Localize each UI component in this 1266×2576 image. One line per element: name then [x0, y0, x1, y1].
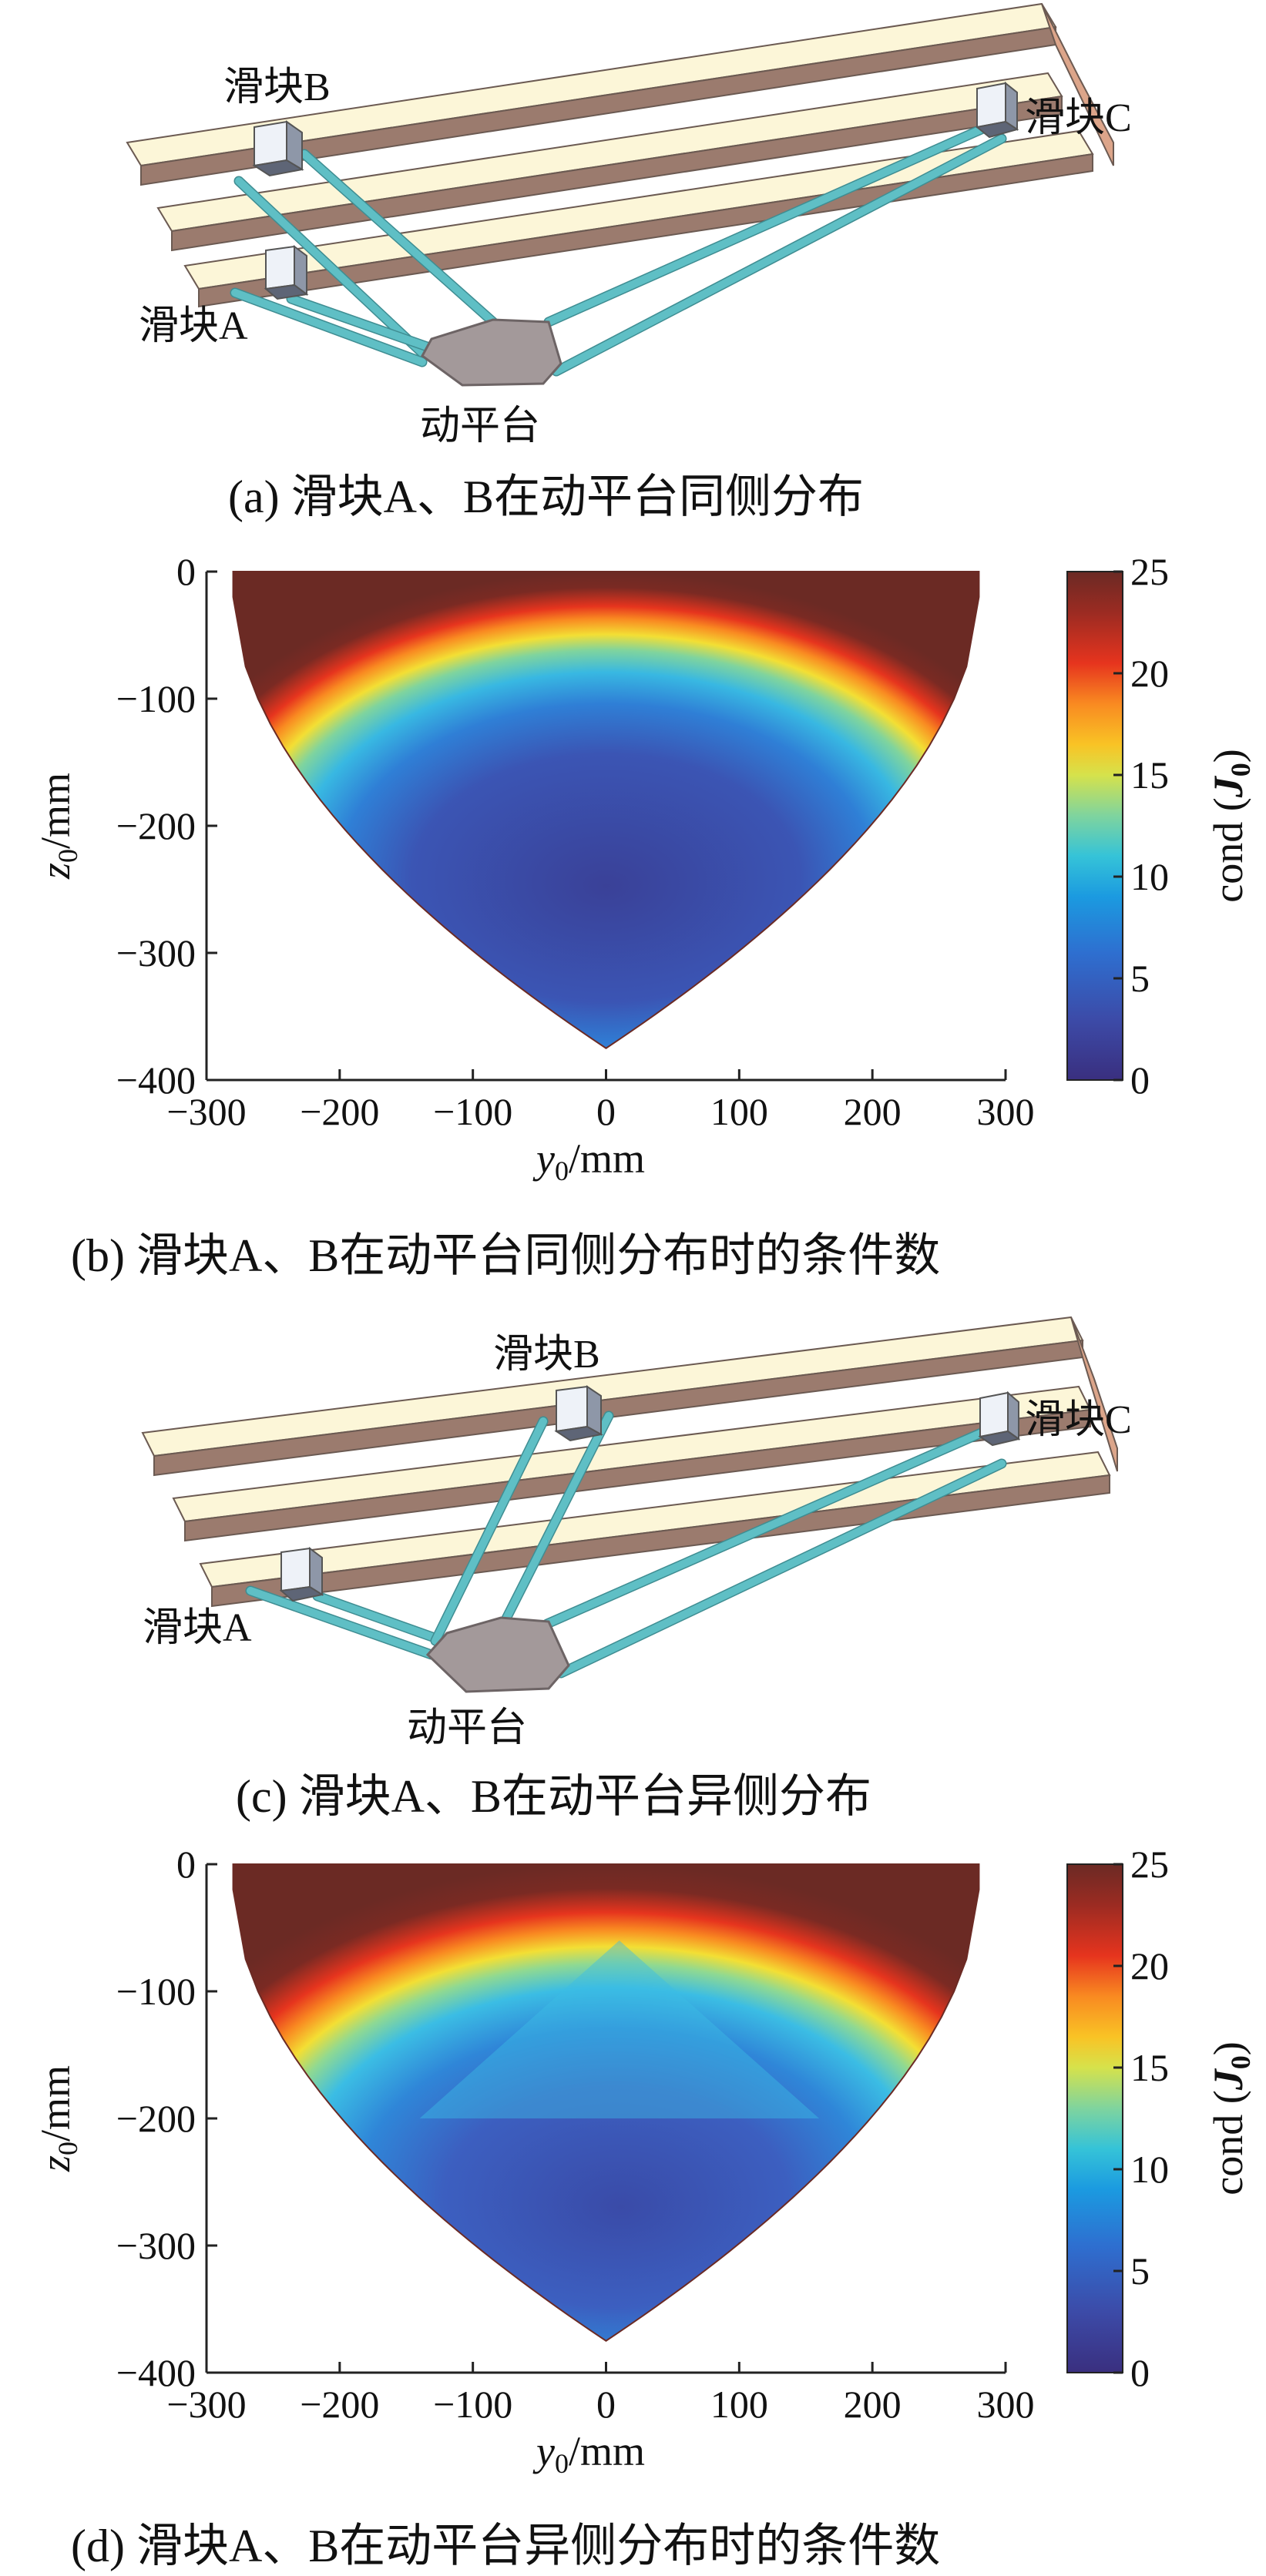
- y-tick-label: −400: [116, 1058, 196, 1102]
- caption-b: (b) 滑块A、B在动平台同侧分布时的条件数: [71, 1230, 940, 1281]
- y-axis-label: z0/mm: [32, 773, 83, 880]
- caption-a: (a) 滑块A、B在动平台同侧分布: [228, 471, 864, 522]
- limb-rods: [245, 1410, 1007, 1679]
- moving-platform: [425, 1616, 570, 1693]
- x-tick-label: 100: [710, 2383, 768, 2426]
- slider-a-block: [264, 245, 309, 300]
- slider-a-block: [279, 1547, 324, 1602]
- x-tick-label: −300: [166, 1090, 246, 1133]
- colorbar-gradient: [1066, 571, 1123, 1081]
- colorbar: 0 5 10 15 20 25 cond (J0): [1066, 550, 1256, 1102]
- workspace-boundary: [232, 1863, 980, 2342]
- y-tick-label: −200: [116, 804, 196, 847]
- x-tick-label: 0: [596, 1090, 616, 1133]
- x-tick-label: 0: [596, 2383, 616, 2426]
- x-tick-label: 200: [844, 2383, 902, 2426]
- y-tick-label: −100: [116, 1970, 196, 2013]
- x-axis-label: y0/mm: [532, 1135, 645, 1186]
- heatmap-field: [233, 572, 979, 1048]
- label-slider-a: 滑块A: [143, 1606, 252, 1650]
- y-tick-label: 0: [176, 1843, 196, 1886]
- y-tick-label: −200: [116, 2097, 196, 2140]
- x-tick-label: 100: [710, 1090, 768, 1133]
- label-platform: 动平台: [407, 1706, 527, 1750]
- colorbar-tick-label: 10: [1130, 855, 1169, 898]
- y-tick-label: −100: [116, 677, 196, 720]
- colorbar-tick-label: 5: [1130, 957, 1150, 1000]
- colorbar-tick-label: 10: [1130, 2148, 1169, 2191]
- colorbar-tick-label: 15: [1130, 2046, 1169, 2089]
- label-slider-b: 滑块B: [223, 65, 331, 109]
- panel-b-heatmap: −300 −200 −100 0 100 200 3000−100−200−300−400y…: [32, 550, 1256, 1186]
- colorbar-gradient: [1066, 1863, 1123, 2373]
- colorbar-label: cond (J0): [1205, 749, 1256, 902]
- colorbar-tick-label: 0: [1130, 2351, 1150, 2394]
- y-axis-label: z0/mm: [32, 2065, 83, 2172]
- label-slider-b: 滑块B: [493, 1333, 600, 1377]
- x-axis-label: y0/mm: [532, 2428, 645, 2479]
- colorbar-tick-label: 0: [1130, 1058, 1150, 1102]
- colorbar-tick-label: 20: [1130, 652, 1169, 695]
- y-tick-label: −300: [116, 931, 196, 974]
- x-tick-label: −200: [300, 1090, 379, 1133]
- workspace-boundary: [232, 571, 980, 1049]
- label-slider-c: 滑块C: [1025, 96, 1132, 140]
- caption-c: (c) 滑块A、B在动平台异侧分布: [236, 1771, 871, 1822]
- label-slider-a: 滑块A: [139, 304, 248, 348]
- x-tick-label: −300: [166, 2383, 246, 2426]
- colorbar: 0 5 10 15 20 25 cond (J0): [1066, 1843, 1256, 2394]
- limb-rods: [230, 122, 1007, 377]
- y-tick-label: −300: [116, 2224, 196, 2267]
- slider-b-block: [252, 120, 304, 177]
- colorbar-tick-label: 5: [1130, 2249, 1150, 2293]
- x-tick-label: −100: [433, 2383, 512, 2426]
- panel-c-mechanism: 滑块B 滑块A 滑块C 动平台 (c) 滑块A、B在动平台异侧分布: [141, 1316, 1132, 1822]
- x-tick-label: 300: [977, 2383, 1035, 2426]
- caption-d: (d) 滑块A、B在动平台异侧分布时的条件数: [71, 2521, 940, 2571]
- x-tick-label: 200: [844, 1090, 902, 1133]
- x-tick-label: −200: [300, 2383, 379, 2426]
- heatmap-field: [233, 1864, 979, 2341]
- label-slider-c: 滑块C: [1025, 1398, 1132, 1442]
- slider-c-block: [975, 81, 1019, 139]
- x-tick-label: 300: [977, 1090, 1035, 1133]
- colorbar-tick-label: 15: [1130, 753, 1169, 797]
- slider-c-block: [978, 1390, 1021, 1447]
- moving-platform: [421, 318, 562, 387]
- colorbar-tick-label: 25: [1130, 1843, 1169, 1886]
- panel-d-heatmap: −300 −200 −100 0 100 200 3000−100−200−300−400y…: [32, 1843, 1256, 2479]
- label-platform: 动平台: [420, 404, 540, 448]
- colorbar-label: cond (J0): [1205, 2041, 1256, 2195]
- y-tick-label: −400: [116, 2351, 196, 2394]
- y-tick-label: 0: [176, 550, 196, 593]
- colorbar-tick-label: 25: [1130, 550, 1169, 593]
- colorbar-tick-label: 20: [1130, 1944, 1169, 1987]
- rail-set: [141, 1316, 1118, 1608]
- x-tick-label: −100: [433, 1090, 512, 1133]
- slider-b-block: [554, 1385, 603, 1442]
- panel-a-mechanism: 滑块B 滑块A 滑块C 动平台 (a) 滑块A、B在动平台同侧分布: [126, 2, 1132, 522]
